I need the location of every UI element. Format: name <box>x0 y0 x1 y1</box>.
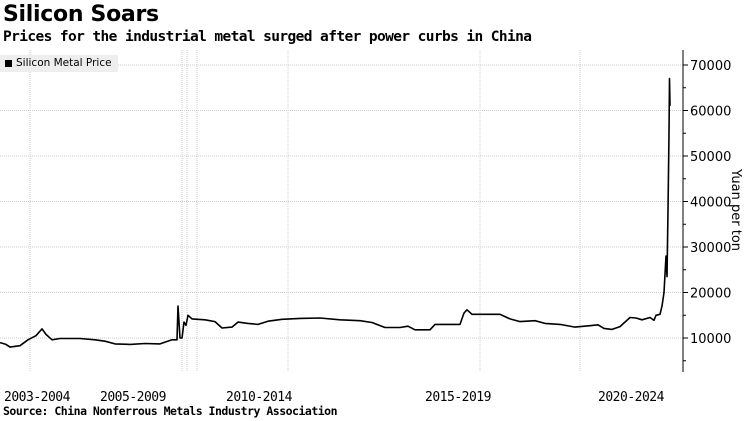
legend-label: Silicon Metal Price <box>16 57 112 69</box>
y-tick-label: 60000 <box>690 105 731 120</box>
x-tick-label: 2020-2024 <box>598 390 665 405</box>
x-tick-label: 2010-2014 <box>226 390 293 405</box>
series-line <box>0 77 671 348</box>
x-tick-label: 2003-2004 <box>4 390 71 405</box>
chart-subtitle: Prices for the industrial metal surged a… <box>3 29 532 45</box>
y-tick-label: 50000 <box>690 150 731 165</box>
y-tick-label: 40000 <box>690 196 731 211</box>
legend-swatch <box>5 59 12 67</box>
y-tick-label: 20000 <box>690 287 731 302</box>
x-tick-label: 2015-2019 <box>425 390 491 405</box>
source-note: Source: China Nonferrous Metals Industry… <box>3 404 338 418</box>
x-tick-label: 2005-2009 <box>100 390 166 405</box>
y-axis-label: Yuan per ton <box>728 168 743 251</box>
y-tick-label: 70000 <box>690 59 731 74</box>
chart-title: Silicon Soars <box>3 2 159 27</box>
y-tick-label: 10000 <box>690 332 731 347</box>
y-tick-label: 30000 <box>690 241 731 256</box>
legend: Silicon Metal Price <box>0 55 118 72</box>
